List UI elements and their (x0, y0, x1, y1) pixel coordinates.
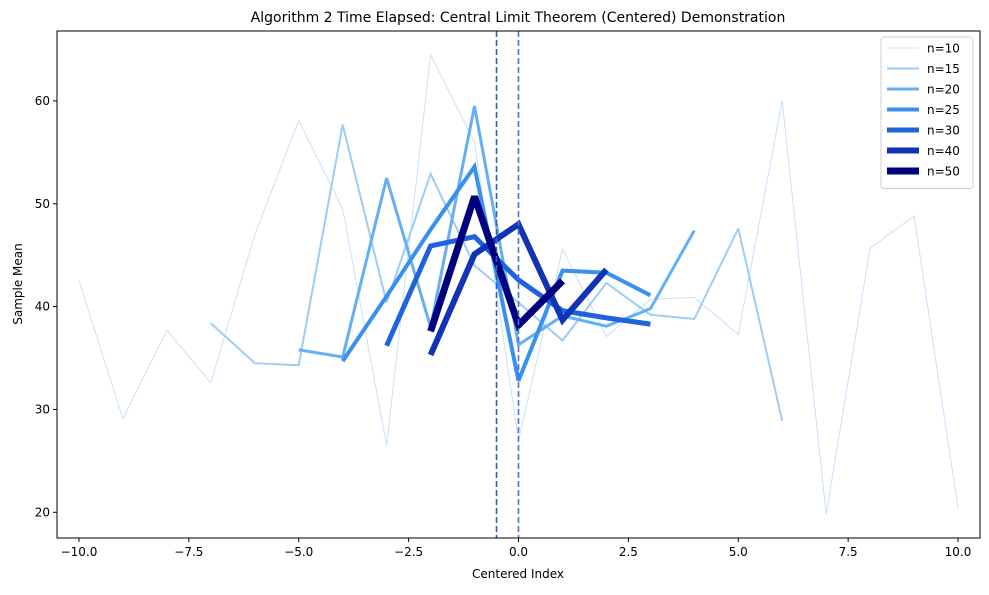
legend-label: n=50 (927, 165, 960, 179)
x-tick-label: −10.0 (61, 545, 98, 559)
legend-label: n=30 (927, 124, 960, 138)
y-axis-ticks: 20 30 40 50 60 (35, 94, 57, 519)
x-tick-label: 5.0 (729, 545, 748, 559)
y-tick-label: 20 (35, 505, 50, 519)
x-tick-label: −7.5 (174, 545, 203, 559)
legend-label: n=15 (927, 62, 960, 76)
y-tick-label: 50 (35, 197, 50, 211)
legend-label: n=40 (927, 144, 960, 158)
legend: n=10 n=15 n=20 n=25 n=30 n=40 n=50 (880, 36, 974, 189)
x-axis-label: Centered Index (472, 567, 564, 581)
chart-title: Algorithm 2 Time Elapsed: Central Limit … (251, 10, 786, 26)
legend-label: n=10 (927, 42, 960, 56)
legend-label: n=25 (927, 103, 960, 117)
legend-label: n=20 (927, 83, 960, 97)
x-tick-label: −5.0 (284, 545, 313, 559)
x-tick-label: 10.0 (945, 545, 972, 559)
x-tick-label: −2.5 (394, 545, 423, 559)
x-tick-label: 7.5 (839, 545, 858, 559)
y-tick-label: 30 (35, 402, 50, 416)
x-axis-ticks: −10.0 −7.5 −5.0 −2.5 0.0 2.5 5.0 7.5 10.0 (61, 538, 972, 559)
x-tick-label: 0.0 (509, 545, 528, 559)
y-tick-label: 40 (35, 300, 50, 314)
series-line-n-25 (341, 161, 652, 382)
x-tick-label: 2.5 (619, 545, 638, 559)
y-axis-label: Sample Mean (11, 243, 25, 325)
y-tick-label: 60 (35, 94, 50, 108)
reference-lines (495, 31, 520, 538)
